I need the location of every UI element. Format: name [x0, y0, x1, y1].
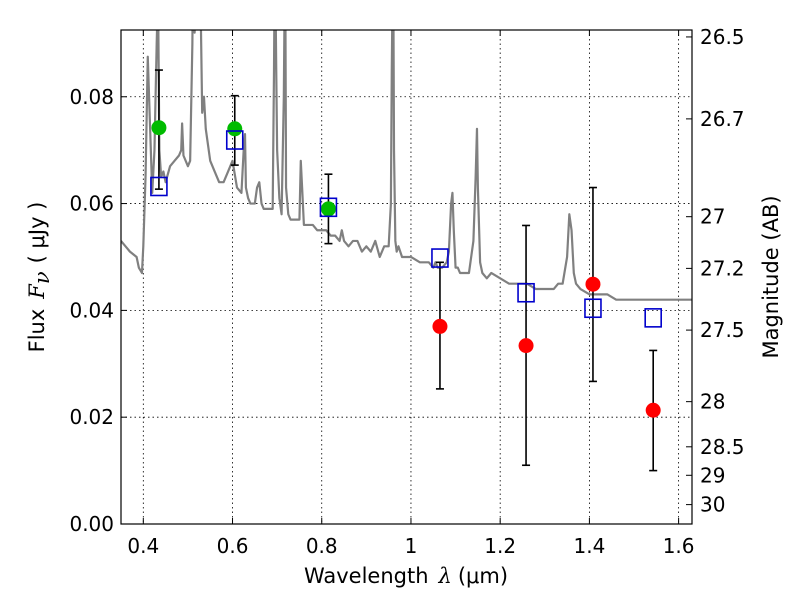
model-photometry-square	[644, 308, 662, 328]
tick-layer: 0.4 0.6 0.8 1 1.2 1.4 1.6 0.00 0.02 0.04 0.06 0.08 2…	[69, 25, 744, 558]
observed-red-point	[432, 318, 448, 334]
x-tick-label: 0.6	[217, 534, 249, 558]
y2-tick-label: 27	[700, 205, 725, 229]
observed-green-point	[151, 120, 167, 136]
plot-frame	[120, 29, 693, 525]
grid-lines	[121, 30, 692, 524]
y2-tick-label: 30	[700, 493, 725, 517]
y2-tick-label: 27.5	[700, 318, 745, 342]
y2-tick-label: 26.7	[700, 107, 745, 131]
y-tick-label: 0.08	[69, 85, 114, 109]
y-tick-label: 0.04	[69, 298, 114, 322]
observed-green-point	[227, 121, 243, 137]
x-tick-label: 1.2	[484, 534, 516, 558]
model-photometry-square	[584, 298, 602, 319]
square-layer	[150, 130, 662, 328]
observed-red-point	[645, 402, 661, 418]
y2-axis-label: Magnitude (AB)	[759, 195, 783, 358]
marker-layer	[151, 120, 661, 418]
y-tick-label: 0.00	[69, 512, 114, 536]
plot-area	[121, 30, 692, 524]
y2-tick-label: 28.5	[700, 435, 745, 459]
x-tick-label: 1.6	[663, 534, 695, 558]
x-axis-label: Wavelength λ (μm)	[304, 564, 508, 588]
observed-green-point	[320, 201, 336, 217]
y2-tick-label: 29	[700, 463, 725, 487]
x-tick-label: 0.4	[127, 534, 159, 558]
model-photometry-square	[225, 130, 244, 150]
y-axis-label: FluxFν( μJy )	[25, 202, 54, 353]
y2-tick-label: 28	[700, 390, 725, 414]
x-tick-label: 1	[405, 534, 418, 558]
spectrum-line	[121, 30, 692, 301]
x-tick-label: 0.8	[306, 534, 338, 558]
model-photometry-square	[431, 248, 449, 268]
model-photometry-square	[150, 176, 168, 197]
y-tick-label: 0.06	[69, 192, 114, 216]
model-photometry-square	[517, 282, 535, 303]
y2-tick-label: 27.2	[700, 256, 745, 280]
observed-red-point	[585, 276, 601, 292]
observed-red-point	[518, 338, 534, 354]
x-tick-label: 1.4	[573, 534, 605, 558]
y2-tick-label: 26.5	[700, 25, 745, 49]
spectrum-layer	[121, 30, 692, 301]
y-tick-label: 0.02	[69, 405, 114, 429]
model-photometry-square	[319, 197, 338, 218]
